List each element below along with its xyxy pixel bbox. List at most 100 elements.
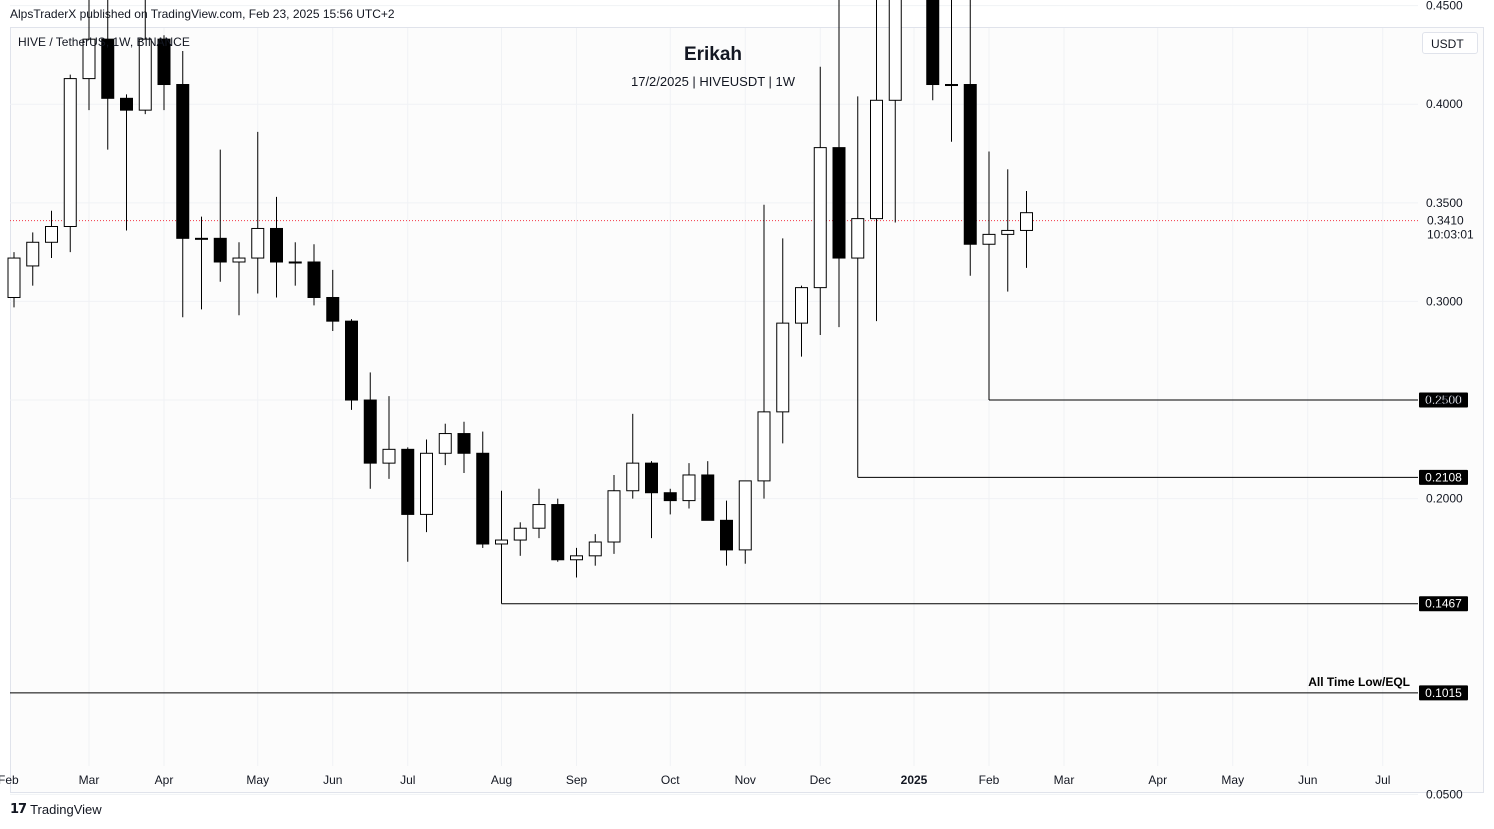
candle (1020, 191, 1033, 268)
time-tick-label: Nov (735, 773, 756, 787)
candle (270, 196, 283, 298)
level-price-label: 0.1467 (1425, 597, 1462, 611)
candle (382, 396, 396, 479)
level-price-box (1419, 685, 1468, 701)
candle-body (813, 147, 827, 289)
time-tick-label: Apr (1148, 773, 1167, 787)
candle-body (420, 452, 433, 515)
candle (138, 0, 152, 115)
level-price-label: 0.2500 (1425, 393, 1462, 407)
candle-body (195, 237, 208, 240)
candle (120, 94, 133, 231)
candle-body (645, 462, 658, 494)
candle-body (213, 237, 227, 263)
candle (720, 500, 733, 566)
candle (776, 238, 790, 444)
time-tick-label: Apr (155, 773, 174, 787)
time-tick-label: Jul (1375, 773, 1390, 787)
symbol-legend[interactable]: HIVE / TetherUS, 1W, BINANCE (18, 35, 190, 49)
time-tick-label: May (1221, 773, 1244, 787)
time-tick-label: Dec (810, 773, 831, 787)
candle (570, 547, 583, 578)
candle (870, 0, 883, 322)
candle-body (682, 474, 696, 502)
candle (588, 534, 602, 566)
candle-body (157, 38, 171, 86)
candle-body (326, 296, 340, 322)
candle-body (720, 519, 733, 551)
candle-body (851, 218, 865, 259)
candle (363, 372, 377, 489)
candle-body (382, 448, 396, 464)
chart-subtitle: 17/2/2025 | HIVEUSDT | 1W (630, 74, 796, 89)
candle-body (345, 320, 358, 401)
candle-body (795, 287, 808, 324)
candle-body (832, 147, 846, 259)
time-tick-label: Jun (1298, 773, 1317, 787)
time-tick-label: Feb (979, 773, 1000, 787)
countdown-label: 10:03:01 (1427, 228, 1474, 242)
candle (45, 210, 58, 259)
price-tick-label: 0.3500 (1426, 196, 1463, 210)
candle (420, 439, 433, 533)
candle-body (757, 411, 771, 482)
candle-body (457, 433, 471, 454)
candle-body (513, 527, 527, 541)
candle-body (945, 84, 958, 87)
footer-brand[interactable]: 17 TradingView (10, 802, 102, 817)
candle (345, 319, 358, 410)
time-tick-label: Feb (0, 773, 19, 787)
candle-body (363, 399, 377, 464)
candle (438, 423, 452, 466)
candle (832, 0, 846, 328)
candle-body (588, 541, 602, 557)
candle (157, 35, 171, 111)
candle (626, 413, 640, 499)
candle (532, 488, 546, 539)
level-price-box (1419, 392, 1468, 408)
level-price-box (1419, 469, 1468, 485)
candle (813, 66, 827, 335)
footer-brand-label: TradingView (30, 802, 102, 817)
candle-body (607, 490, 621, 543)
candle-body (82, 38, 96, 80)
price-tick-label: 0.2500 (1426, 393, 1463, 407)
candle-body (7, 257, 21, 298)
candle-body (45, 225, 58, 243)
candle-body (701, 474, 715, 521)
candle (213, 149, 227, 282)
candle (645, 461, 658, 539)
candle-body (138, 38, 152, 111)
candle-body (288, 261, 302, 264)
level-price-box (1419, 596, 1468, 612)
candle (513, 522, 527, 556)
candle (663, 488, 677, 515)
time-tick-label: May (246, 773, 269, 787)
candle-body (532, 504, 546, 529)
candle-body (270, 227, 283, 263)
candle (26, 232, 40, 286)
candle-body (963, 84, 977, 245)
candle-body (232, 257, 246, 263)
candlesticks (7, 0, 1033, 604)
currency-button[interactable]: USDT (1422, 32, 1478, 54)
candle (307, 244, 321, 306)
candle-body (1020, 212, 1033, 231)
time-tick-label: 2025 (901, 773, 928, 787)
candle (738, 480, 752, 564)
candle-body (176, 84, 190, 239)
level-annotation: All Time Low/EQL (1308, 675, 1410, 689)
candle-body (870, 99, 883, 220)
candle (551, 498, 565, 562)
time-tick-label: Sep (566, 773, 588, 787)
candle (945, 0, 958, 142)
candle-body (26, 241, 40, 267)
last-price-label: 0.3410 (1427, 214, 1464, 228)
candle (757, 204, 771, 499)
candle-body (495, 539, 508, 545)
candle-body (101, 38, 115, 99)
candle (982, 151, 996, 401)
candle (401, 447, 415, 562)
price-tick-label: 0.0500 (1426, 787, 1463, 801)
